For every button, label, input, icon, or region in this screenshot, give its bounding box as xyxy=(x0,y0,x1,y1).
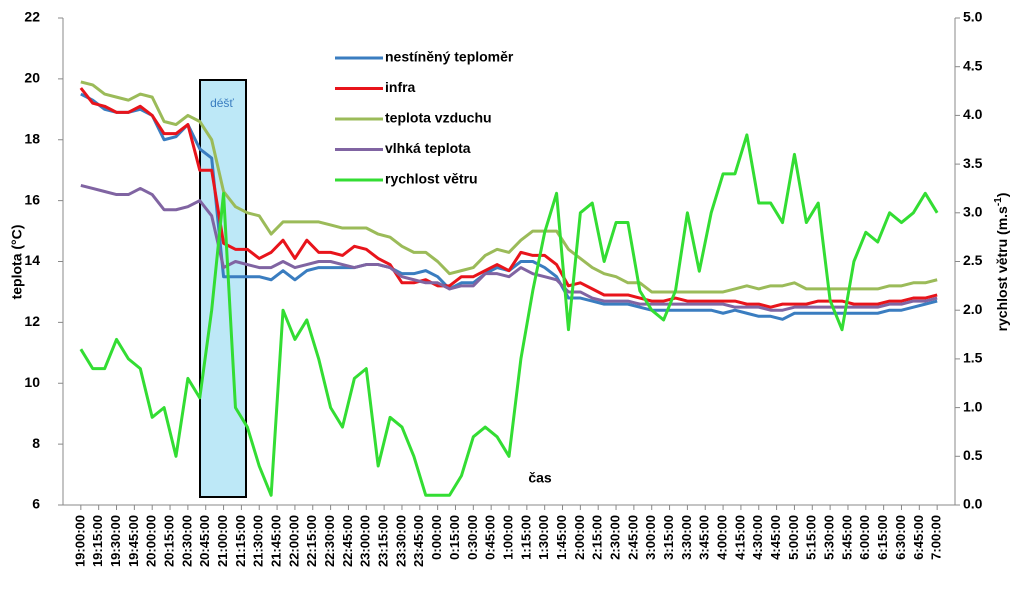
series-line xyxy=(79,133,939,497)
y-tick-label: 14 xyxy=(24,252,40,268)
x-tick-label: 4:30:00 xyxy=(750,515,765,560)
rain-label: déšť xyxy=(210,96,234,110)
x-tick-label: 22:15:00 xyxy=(304,515,319,567)
y2-title-sup: -1 xyxy=(993,197,1004,206)
x-tick-label: 21:45:00 xyxy=(269,515,284,567)
y-axis-title: teplota (°C) xyxy=(9,225,25,300)
y2-title-end: ) xyxy=(994,193,1010,198)
y2-tick-label: 4.0 xyxy=(963,106,983,122)
x-tick-label: 21:30:00 xyxy=(251,515,266,567)
y2-tick-label: 0.5 xyxy=(963,447,983,463)
x-tick-label: 22:00:00 xyxy=(286,515,301,567)
x-tick-label: 23:30:00 xyxy=(393,515,408,567)
x-tick-label: 21:00:00 xyxy=(215,515,230,567)
x-tick-label: 20:15:00 xyxy=(161,515,176,567)
legend-label: infra xyxy=(385,79,416,95)
x-tick-label: 21:15:00 xyxy=(233,515,248,567)
y-tick-label: 8 xyxy=(32,435,40,451)
x-tick-label: 23:15:00 xyxy=(376,515,391,567)
x-tick-label: 20:00:00 xyxy=(144,515,159,567)
x-tick-label: 20:45:00 xyxy=(197,515,212,567)
legend-label: teplota vzduchu xyxy=(385,110,492,126)
y2-tick-label: 3.5 xyxy=(963,155,983,171)
y2-tick-label: 3.0 xyxy=(963,204,983,220)
x-tick-label: 19:45:00 xyxy=(126,515,141,567)
x-axis-title: čas xyxy=(528,470,552,486)
x-tick-label: 5:45:00 xyxy=(839,515,854,560)
series-line xyxy=(79,87,938,309)
x-tick-label: 19:15:00 xyxy=(90,515,105,567)
x-tick-label: 5:15:00 xyxy=(804,515,819,560)
rain-box xyxy=(199,79,247,498)
x-tick-label: 6:45:00 xyxy=(911,515,926,560)
x-tick-label: 7:00:00 xyxy=(929,515,944,560)
y2-axis-title: rychlost větru (m.s-1) xyxy=(993,193,1010,332)
x-tick-label: 23:00:00 xyxy=(358,515,373,567)
x-tick-label: 2:00:00 xyxy=(572,515,587,560)
y2-tick-label: 2.0 xyxy=(963,301,983,317)
x-tick-label: 4:00:00 xyxy=(715,515,730,560)
x-tick-label: 6:15:00 xyxy=(875,515,890,560)
x-tick-label: 19:00:00 xyxy=(72,515,87,567)
x-tick-label: 20:30:00 xyxy=(179,515,194,567)
legend-label: rychlost větru xyxy=(385,171,478,187)
x-tick-label: 3:45:00 xyxy=(697,515,712,560)
x-tick-label: 2:30:00 xyxy=(607,515,622,560)
x-tick-label: 22:30:00 xyxy=(322,515,337,567)
x-tick-label: 1:15:00 xyxy=(518,515,533,560)
x-tick-label: 6:30:00 xyxy=(893,515,908,560)
x-tick-label: 23:45:00 xyxy=(411,515,426,567)
y2-tick-label: 2.5 xyxy=(963,252,983,268)
y2-tick-label: 1.0 xyxy=(963,398,983,414)
y-tick-label: 20 xyxy=(24,70,40,86)
x-tick-label: 5:30:00 xyxy=(822,515,837,560)
y2-title-main: rychlost větru (m.s xyxy=(994,206,1010,331)
series-line xyxy=(80,80,938,294)
x-tick-label: 4:15:00 xyxy=(732,515,747,560)
series-line xyxy=(80,183,938,312)
y-tick-label: 12 xyxy=(24,313,40,329)
x-tick-label: 0:30:00 xyxy=(465,515,480,560)
x-tick-label: 5:00:00 xyxy=(786,515,801,560)
x-tick-label: 3:00:00 xyxy=(643,515,658,560)
y-tick-label: 22 xyxy=(24,9,40,25)
x-tick-label: 0:15:00 xyxy=(447,515,462,560)
x-tick-label: 1:30:00 xyxy=(536,515,551,560)
y-tick-label: 16 xyxy=(24,191,40,207)
y-tick-label: 18 xyxy=(24,130,40,146)
x-tick-label: 6:00:00 xyxy=(857,515,872,560)
y-tick-label: 10 xyxy=(24,374,40,390)
y2-tick-label: 1.5 xyxy=(963,350,983,366)
x-tick-label: 1:00:00 xyxy=(500,515,515,560)
rain-period: déšť xyxy=(199,79,247,498)
x-tick-label: 22:45:00 xyxy=(340,515,355,567)
x-tick-label: 2:45:00 xyxy=(625,515,640,560)
x-tick-label: 0:45:00 xyxy=(483,515,498,560)
x-tick-label: 19:30:00 xyxy=(108,515,123,567)
x-tick-label: 3:15:00 xyxy=(661,515,676,560)
y2-tick-label: 0.0 xyxy=(963,496,983,512)
x-tick-label: 4:45:00 xyxy=(768,515,783,560)
legend-label: vlhká teplota xyxy=(385,140,471,156)
y-tick-label: 6 xyxy=(32,496,40,512)
x-tick-label: 2:15:00 xyxy=(590,515,605,560)
x-tick-label: 0:00:00 xyxy=(429,515,444,560)
y2-tick-label: 5.0 xyxy=(963,9,983,25)
legend-label: nestíněný teploměr xyxy=(385,49,514,65)
x-tick-label: 1:45:00 xyxy=(554,515,569,560)
x-tick-label: 3:30:00 xyxy=(679,515,694,560)
y2-tick-label: 4.5 xyxy=(963,57,983,73)
